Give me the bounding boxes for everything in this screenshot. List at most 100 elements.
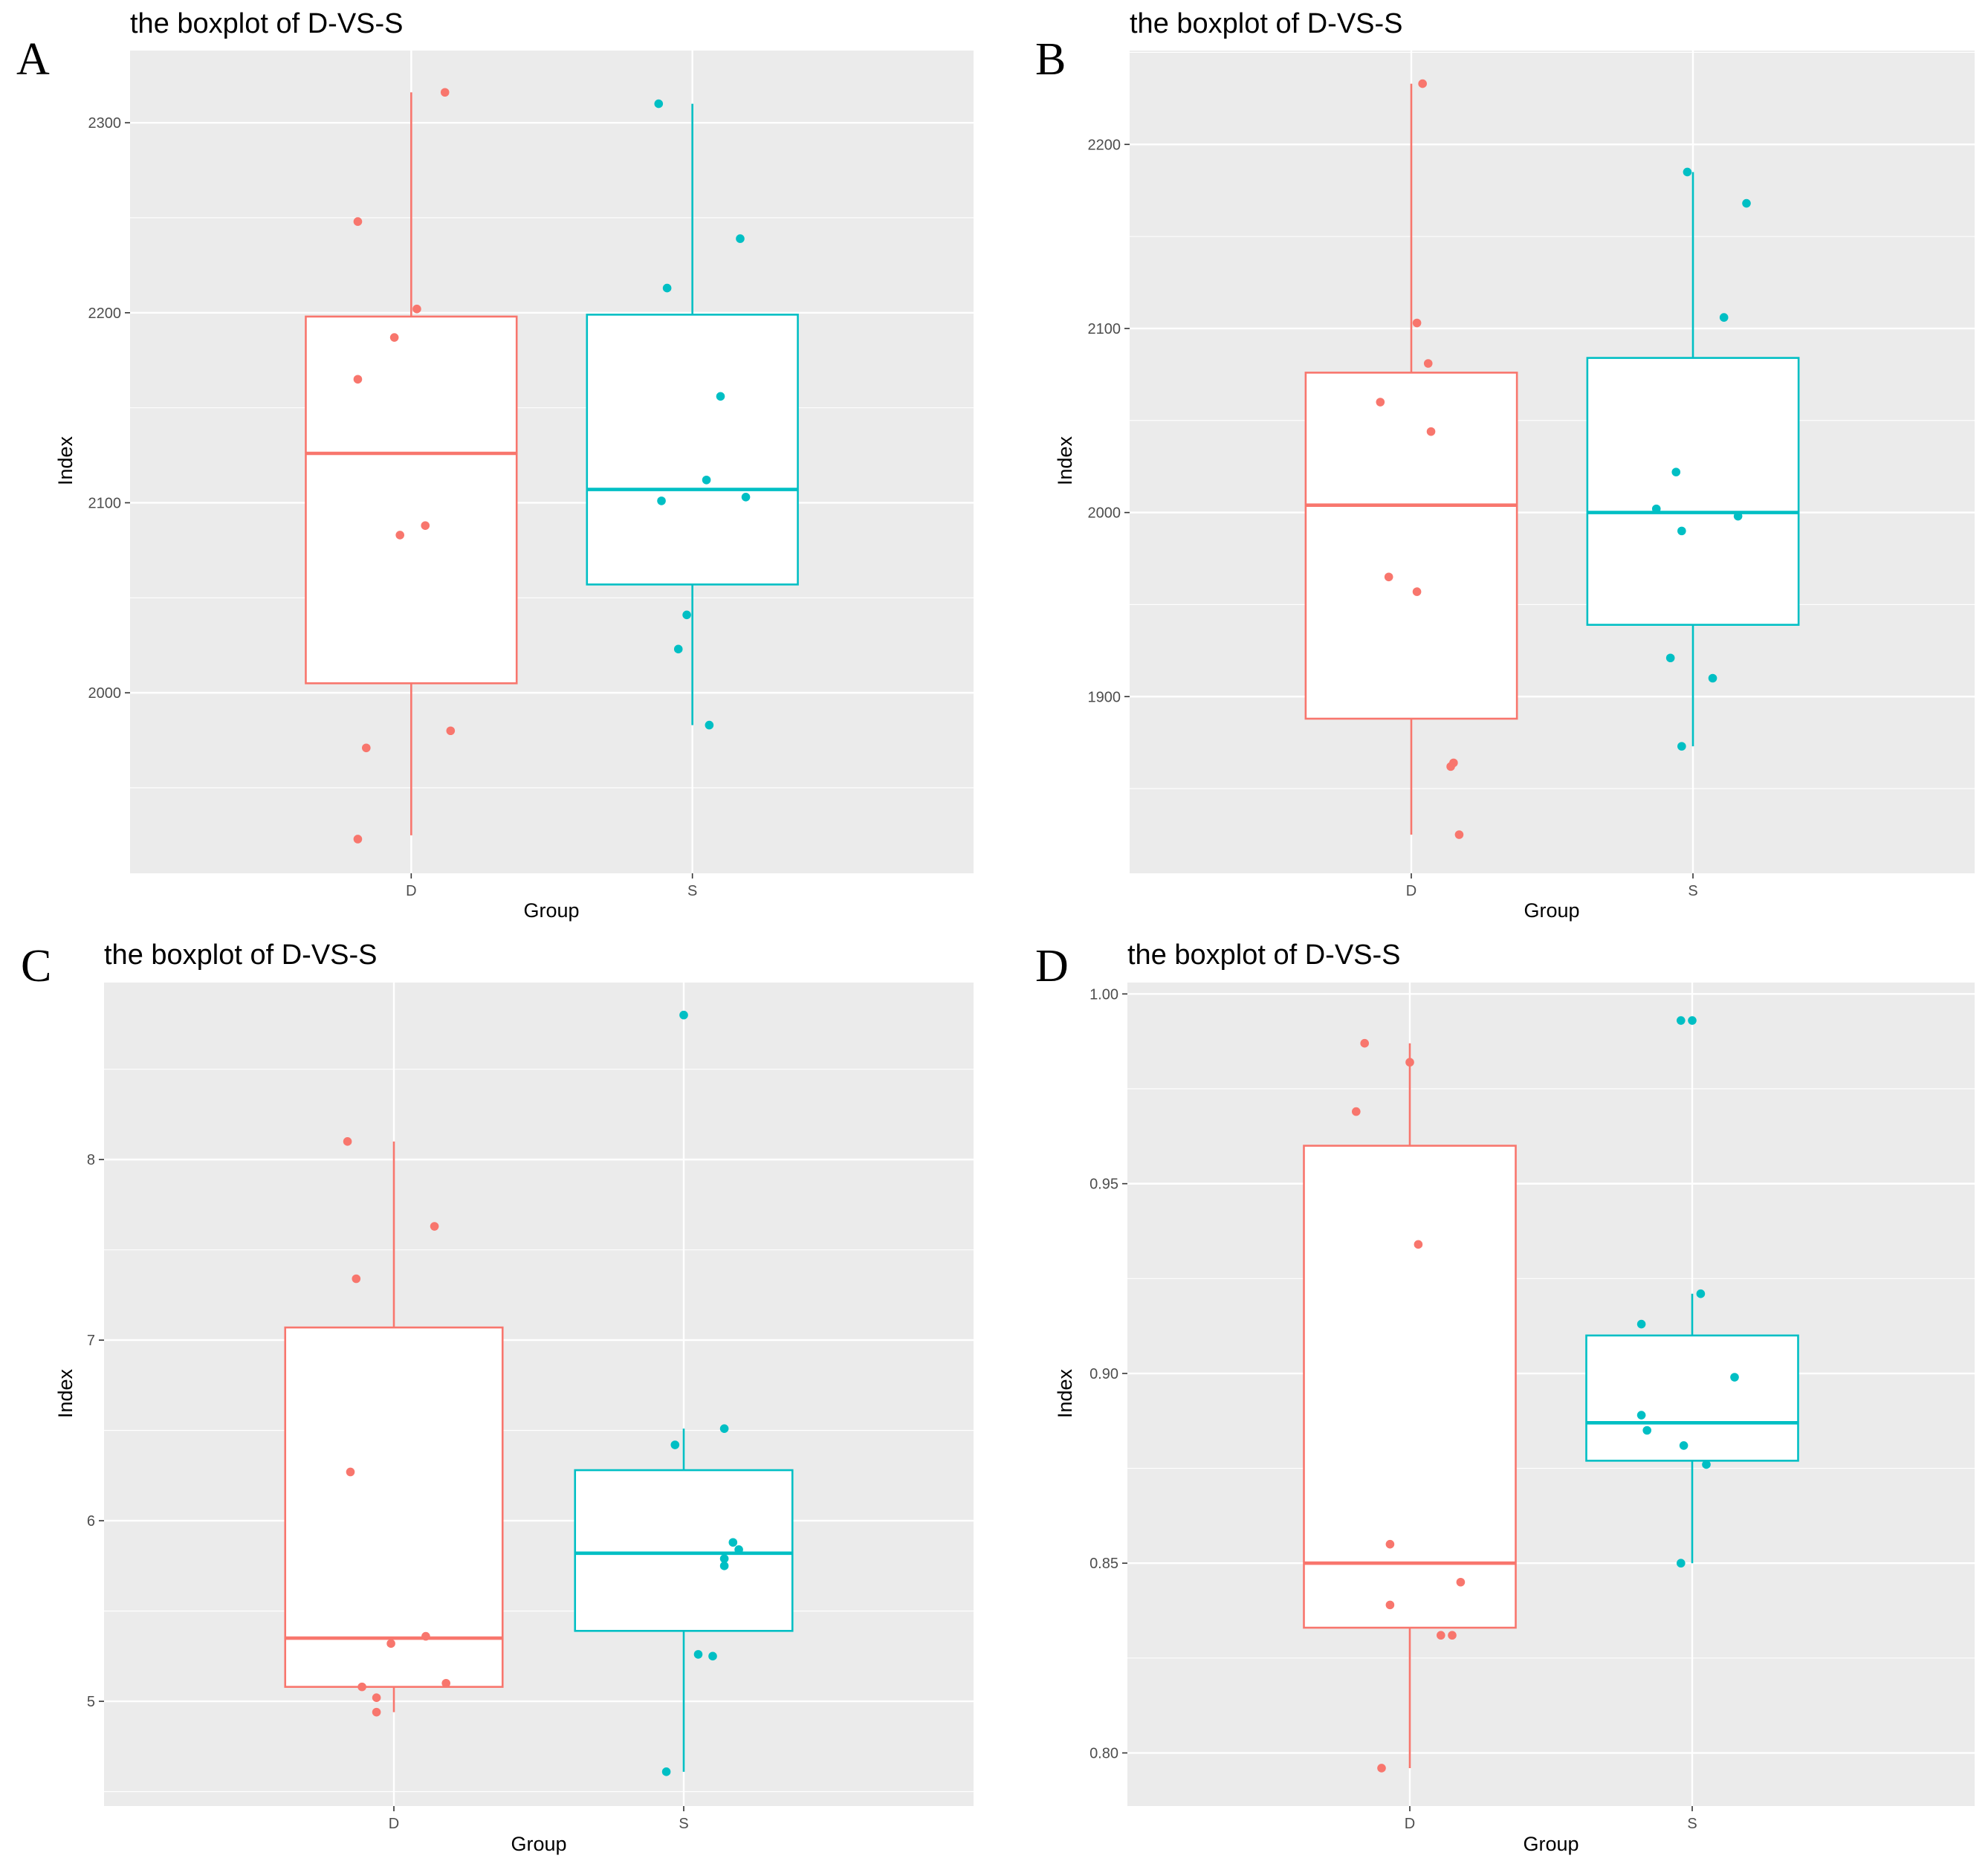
panel-background — [1127, 983, 1975, 1806]
data-point — [1679, 1441, 1688, 1450]
data-point — [1688, 1016, 1697, 1025]
x-axis-title: Group — [511, 1833, 566, 1855]
y-tick-label: 0.90 — [1089, 1366, 1118, 1382]
y-tick-label: 2100 — [88, 495, 122, 511]
data-point — [702, 475, 711, 485]
data-point — [657, 496, 666, 505]
y-tick-label: 2200 — [88, 305, 122, 322]
data-point — [705, 720, 714, 730]
y-axis-title: Index — [1054, 436, 1076, 485]
panel-background — [130, 51, 974, 873]
panel-background — [1130, 51, 1975, 873]
data-point — [1412, 587, 1422, 596]
y-axis-title: Index — [54, 1368, 77, 1418]
data-point — [1423, 359, 1433, 368]
x-tick-label: D — [1405, 1816, 1415, 1832]
data-point — [1385, 1600, 1395, 1610]
data-point — [353, 217, 363, 226]
data-point — [679, 1010, 688, 1020]
data-point — [1683, 167, 1692, 177]
data-point — [673, 644, 683, 654]
data-point — [1405, 1058, 1414, 1067]
data-point — [719, 1554, 729, 1563]
chart-panel-d: 0.80 0.85 0.90 0.95 1.00 D S D the boxplot of D-… — [1035, 939, 1975, 1855]
data-point — [1719, 313, 1729, 322]
data-point — [1412, 318, 1422, 328]
data-point — [1636, 1319, 1646, 1329]
data-point — [1385, 1539, 1395, 1549]
x-tick-label: S — [1687, 1816, 1697, 1832]
data-point — [1677, 1016, 1686, 1025]
data-point — [1414, 1240, 1423, 1249]
data-point — [734, 1545, 743, 1554]
box-s — [1585, 1334, 1799, 1462]
data-point — [1454, 830, 1464, 839]
box-s — [1586, 357, 1800, 626]
data-point — [719, 1424, 729, 1433]
data-point — [736, 234, 745, 243]
x-tick-label: S — [679, 1816, 688, 1832]
x-tick-label: S — [687, 883, 697, 899]
x-tick-label: S — [1688, 883, 1697, 899]
data-point — [1671, 467, 1681, 476]
data-point — [1352, 1107, 1361, 1116]
data-point — [372, 1707, 381, 1717]
data-point — [421, 1631, 430, 1641]
chart-title: the boxplot of D-VS-S — [130, 8, 404, 39]
data-point — [441, 1678, 450, 1688]
y-tick-label: 2000 — [1088, 505, 1121, 522]
y-tick-label: 2100 — [1088, 321, 1121, 337]
y-tick-label: 2200 — [1088, 137, 1121, 153]
data-point — [1708, 673, 1717, 683]
data-point — [654, 99, 664, 109]
y-tick-label: 1.00 — [1089, 986, 1118, 1003]
data-point — [430, 1222, 439, 1231]
data-point — [670, 1440, 680, 1449]
x-axis-title: Group — [523, 899, 579, 922]
data-point — [353, 835, 363, 844]
data-point — [1426, 427, 1436, 436]
data-point — [421, 521, 430, 530]
data-point — [682, 610, 691, 620]
y-tick-label: 5 — [87, 1694, 95, 1710]
data-point — [1377, 1764, 1386, 1773]
data-point — [661, 1767, 671, 1776]
chart-panel-c: 5 6 7 8 D S C the boxplot of D-VS-S Group Index — [21, 939, 974, 1855]
data-point — [386, 1639, 395, 1648]
data-point — [352, 1274, 361, 1284]
data-point — [440, 88, 450, 97]
data-point — [362, 743, 371, 753]
data-point — [1733, 511, 1743, 521]
data-point — [1642, 1426, 1651, 1435]
chart-title: the boxplot of D-VS-S — [1130, 8, 1403, 39]
y-tick-label: 8 — [87, 1152, 95, 1168]
data-point — [1696, 1289, 1706, 1298]
data-point — [1677, 742, 1686, 751]
y-axis-title: Index — [1054, 1368, 1076, 1418]
chart-title: the boxplot of D-VS-S — [104, 939, 378, 971]
data-point — [1677, 1559, 1686, 1568]
data-point — [741, 492, 751, 502]
box-s — [586, 314, 799, 586]
data-point — [1384, 572, 1393, 582]
box-d — [1304, 372, 1518, 720]
data-point — [1437, 1631, 1445, 1640]
data-point — [446, 726, 456, 736]
data-point — [1702, 1460, 1711, 1469]
data-point — [716, 392, 725, 401]
data-point — [708, 1651, 717, 1661]
x-axis-title: Group — [1524, 899, 1579, 922]
y-tick-label: 7 — [87, 1333, 95, 1349]
data-point — [389, 333, 399, 342]
panel-letter: B — [1035, 34, 1066, 85]
y-tick-label: 2000 — [88, 685, 122, 702]
data-point — [412, 304, 421, 314]
x-tick-label: D — [406, 883, 416, 899]
y-tick-label: 1900 — [1088, 689, 1121, 705]
y-tick-label: 0.80 — [1089, 1746, 1118, 1762]
box-d — [284, 1326, 504, 1688]
data-point — [662, 283, 672, 293]
y-axis-title: Index — [54, 436, 77, 485]
